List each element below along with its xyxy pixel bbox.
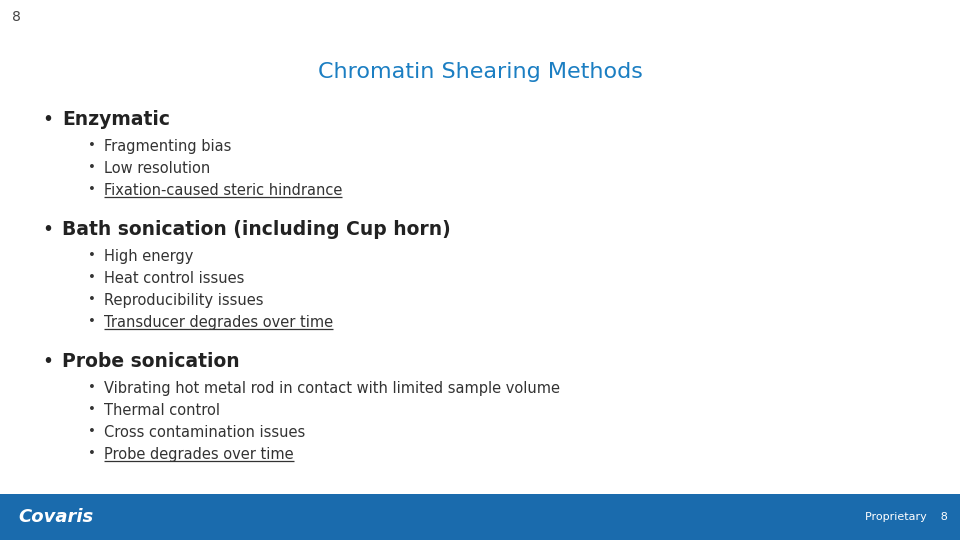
Text: •: • (42, 220, 53, 239)
Text: •: • (88, 139, 96, 152)
Text: Heat control issues: Heat control issues (104, 271, 245, 286)
Text: Probe sonication: Probe sonication (62, 352, 240, 371)
Text: ·: · (80, 509, 83, 519)
Bar (0, 494, 960, 540)
Text: •: • (88, 271, 96, 284)
Text: Transducer degrades over time: Transducer degrades over time (104, 315, 333, 330)
Text: •: • (42, 110, 53, 129)
Text: Low resolution: Low resolution (104, 161, 210, 176)
Text: •: • (88, 403, 96, 416)
Text: •: • (88, 249, 96, 262)
Text: Bath sonication (including Cup horn): Bath sonication (including Cup horn) (62, 220, 451, 239)
Text: 8: 8 (12, 10, 21, 24)
Text: •: • (88, 381, 96, 394)
Text: •: • (88, 161, 96, 174)
Text: Fragmenting bias: Fragmenting bias (104, 139, 231, 154)
Text: •: • (88, 183, 96, 196)
Text: •: • (88, 425, 96, 438)
Text: Reproducibility issues: Reproducibility issues (104, 293, 263, 308)
Text: Fixation-caused steric hindrance: Fixation-caused steric hindrance (104, 183, 343, 198)
Text: Covaris: Covaris (18, 508, 93, 526)
Text: Proprietary    8: Proprietary 8 (865, 512, 948, 522)
Text: High energy: High energy (104, 249, 193, 264)
Text: •: • (88, 315, 96, 328)
Text: Chromatin Shearing Methods: Chromatin Shearing Methods (318, 62, 642, 82)
Text: Probe degrades over time: Probe degrades over time (104, 447, 294, 462)
Text: •: • (42, 352, 53, 371)
Text: Enzymatic: Enzymatic (62, 110, 170, 129)
Text: Cross contamination issues: Cross contamination issues (104, 425, 305, 440)
Text: Thermal control: Thermal control (104, 403, 220, 418)
Text: •: • (88, 293, 96, 306)
Text: Vibrating hot metal rod in contact with limited sample volume: Vibrating hot metal rod in contact with … (104, 381, 560, 396)
Text: •: • (88, 447, 96, 460)
